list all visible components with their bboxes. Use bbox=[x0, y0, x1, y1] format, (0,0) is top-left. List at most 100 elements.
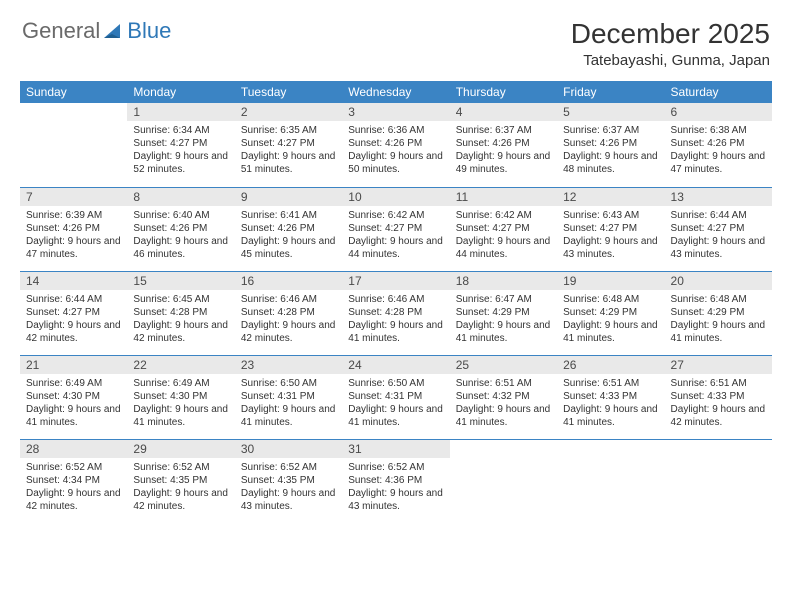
sunrise-line: Sunrise: 6:39 AM bbox=[26, 210, 102, 221]
calendar-day-cell: 16Sunrise: 6:46 AMSunset: 4:28 PMDayligh… bbox=[235, 271, 342, 355]
day-number: 13 bbox=[665, 188, 772, 206]
calendar-day-cell: 31Sunrise: 6:52 AMSunset: 4:36 PMDayligh… bbox=[342, 439, 449, 523]
sunset-line: Sunset: 4:32 PM bbox=[456, 391, 530, 402]
calendar-day-cell: 12Sunrise: 6:43 AMSunset: 4:27 PMDayligh… bbox=[557, 187, 664, 271]
sunset-line: Sunset: 4:27 PM bbox=[133, 138, 207, 149]
sunrise-line: Sunrise: 6:42 AM bbox=[456, 210, 532, 221]
day-header: Wednesday bbox=[342, 81, 449, 103]
calendar-day-cell: 8Sunrise: 6:40 AMSunset: 4:26 PMDaylight… bbox=[127, 187, 234, 271]
calendar-day-cell: 24Sunrise: 6:50 AMSunset: 4:31 PMDayligh… bbox=[342, 355, 449, 439]
day-details: Sunrise: 6:40 AMSunset: 4:26 PMDaylight:… bbox=[127, 206, 234, 265]
day-details: Sunrise: 6:44 AMSunset: 4:27 PMDaylight:… bbox=[665, 206, 772, 265]
daylight-line: Daylight: 9 hours and 41 minutes. bbox=[26, 404, 121, 428]
calendar-day-cell: 14Sunrise: 6:44 AMSunset: 4:27 PMDayligh… bbox=[20, 271, 127, 355]
sunset-line: Sunset: 4:27 PM bbox=[456, 223, 530, 234]
calendar-day-cell: 25Sunrise: 6:51 AMSunset: 4:32 PMDayligh… bbox=[450, 355, 557, 439]
day-number: 14 bbox=[20, 272, 127, 290]
day-number: 26 bbox=[557, 356, 664, 374]
day-header: Thursday bbox=[450, 81, 557, 103]
day-header: Sunday bbox=[20, 81, 127, 103]
sunrise-line: Sunrise: 6:43 AM bbox=[563, 210, 639, 221]
day-details: Sunrise: 6:46 AMSunset: 4:28 PMDaylight:… bbox=[342, 290, 449, 349]
day-number: 19 bbox=[557, 272, 664, 290]
day-header-row: Sunday Monday Tuesday Wednesday Thursday… bbox=[20, 81, 772, 103]
calendar-day-cell: 1Sunrise: 6:34 AMSunset: 4:27 PMDaylight… bbox=[127, 103, 234, 187]
daylight-line: Daylight: 9 hours and 50 minutes. bbox=[348, 151, 443, 175]
day-number: 6 bbox=[665, 103, 772, 121]
daylight-line: Daylight: 9 hours and 44 minutes. bbox=[456, 236, 551, 260]
day-details: Sunrise: 6:37 AMSunset: 4:26 PMDaylight:… bbox=[450, 121, 557, 180]
daylight-line: Daylight: 9 hours and 41 minutes. bbox=[563, 320, 658, 344]
day-details: Sunrise: 6:49 AMSunset: 4:30 PMDaylight:… bbox=[127, 374, 234, 433]
sunset-line: Sunset: 4:26 PM bbox=[133, 223, 207, 234]
sunset-line: Sunset: 4:34 PM bbox=[26, 475, 100, 486]
day-details: Sunrise: 6:52 AMSunset: 4:36 PMDaylight:… bbox=[342, 458, 449, 517]
sunset-line: Sunset: 4:26 PM bbox=[348, 138, 422, 149]
location-text: Tatebayashi, Gunma, Japan bbox=[571, 52, 770, 69]
calendar-week-row: . 1Sunrise: 6:34 AMSunset: 4:27 PMDaylig… bbox=[20, 103, 772, 187]
sunset-line: Sunset: 4:29 PM bbox=[671, 307, 745, 318]
sunrise-line: Sunrise: 6:44 AM bbox=[671, 210, 747, 221]
day-number: 27 bbox=[665, 356, 772, 374]
day-number: 17 bbox=[342, 272, 449, 290]
daylight-line: Daylight: 9 hours and 41 minutes. bbox=[456, 320, 551, 344]
sunset-line: Sunset: 4:26 PM bbox=[241, 223, 315, 234]
sunset-line: Sunset: 4:35 PM bbox=[133, 475, 207, 486]
day-details: Sunrise: 6:50 AMSunset: 4:31 PMDaylight:… bbox=[342, 374, 449, 433]
logo: General Blue bbox=[22, 18, 171, 44]
calendar-day-cell: 4Sunrise: 6:37 AMSunset: 4:26 PMDaylight… bbox=[450, 103, 557, 187]
sunset-line: Sunset: 4:26 PM bbox=[563, 138, 637, 149]
daylight-line: Daylight: 9 hours and 43 minutes. bbox=[348, 488, 443, 512]
calendar-week-row: 7 Sunrise: 6:39 AM Sunset: 4:26 PM Daylight… bbox=[20, 187, 772, 271]
logo-text-blue: Blue bbox=[127, 18, 171, 44]
day-number: 8 bbox=[127, 188, 234, 206]
day-details: Sunrise: 6:44 AMSunset: 4:27 PMDaylight:… bbox=[20, 290, 127, 349]
daylight-line: Daylight: 9 hours and 41 minutes. bbox=[348, 404, 443, 428]
day-details: Sunrise: 6:51 AMSunset: 4:33 PMDaylight:… bbox=[557, 374, 664, 433]
sunrise-line: Sunrise: 6:38 AM bbox=[671, 125, 747, 136]
day-details: Sunrise: 6:52 AMSunset: 4:34 PMDaylight:… bbox=[20, 458, 127, 517]
sunrise-line: Sunrise: 6:47 AM bbox=[456, 294, 532, 305]
calendar-table: Sunday Monday Tuesday Wednesday Thursday… bbox=[20, 81, 772, 523]
calendar-day-cell: 19Sunrise: 6:48 AMSunset: 4:29 PMDayligh… bbox=[557, 271, 664, 355]
sunset-line: Sunset: 4:31 PM bbox=[241, 391, 315, 402]
sunset-line: Sunset: 4:28 PM bbox=[241, 307, 315, 318]
daylight-line: Daylight: 9 hours and 46 minutes. bbox=[133, 236, 228, 260]
sunset-line: Sunset: 4:27 PM bbox=[241, 138, 315, 149]
day-number: 20 bbox=[665, 272, 772, 290]
day-details: Sunrise: 6:45 AMSunset: 4:28 PMDaylight:… bbox=[127, 290, 234, 349]
day-number: 11 bbox=[450, 188, 557, 206]
day-number: 23 bbox=[235, 356, 342, 374]
day-details: Sunrise: 6:34 AMSunset: 4:27 PMDaylight:… bbox=[127, 121, 234, 180]
calendar-day-cell: 17Sunrise: 6:46 AMSunset: 4:28 PMDayligh… bbox=[342, 271, 449, 355]
sunrise-line: Sunrise: 6:44 AM bbox=[26, 294, 102, 305]
daylight-line: Daylight: 9 hours and 42 minutes. bbox=[671, 404, 766, 428]
daylight-line: Daylight: 9 hours and 52 minutes. bbox=[133, 151, 228, 175]
month-title: December 2025 bbox=[571, 18, 770, 50]
day-details: Sunrise: 6:41 AMSunset: 4:26 PMDaylight:… bbox=[235, 206, 342, 265]
calendar-day-cell: 5Sunrise: 6:37 AMSunset: 4:26 PMDaylight… bbox=[557, 103, 664, 187]
calendar-day-cell: 23Sunrise: 6:50 AMSunset: 4:31 PMDayligh… bbox=[235, 355, 342, 439]
calendar-day-cell: 13Sunrise: 6:44 AMSunset: 4:27 PMDayligh… bbox=[665, 187, 772, 271]
sunset-line: Sunset: 4:27 PM bbox=[348, 223, 422, 234]
sunset-line: Sunset: 4:33 PM bbox=[671, 391, 745, 402]
day-number: 22 bbox=[127, 356, 234, 374]
daylight-line: Daylight: 9 hours and 45 minutes. bbox=[241, 236, 336, 260]
daylight-line: Daylight: 9 hours and 42 minutes. bbox=[26, 488, 121, 512]
sunset-line: Sunset: 4:29 PM bbox=[563, 307, 637, 318]
day-number: 9 bbox=[235, 188, 342, 206]
day-number: 7 bbox=[20, 188, 127, 206]
daylight-line: Daylight: 9 hours and 47 minutes. bbox=[671, 151, 766, 175]
daylight-line: Daylight: 9 hours and 41 minutes. bbox=[241, 404, 336, 428]
calendar-day-cell: 6Sunrise: 6:38 AMSunset: 4:26 PMDaylight… bbox=[665, 103, 772, 187]
day-number: 3 bbox=[342, 103, 449, 121]
day-details: Sunrise: 6:42 AMSunset: 4:27 PMDaylight:… bbox=[342, 206, 449, 265]
daylight-line: Daylight: 9 hours and 42 minutes. bbox=[241, 320, 336, 344]
calendar-week-row: 21Sunrise: 6:49 AMSunset: 4:30 PMDayligh… bbox=[20, 355, 772, 439]
sunrise-line: Sunrise: 6:36 AM bbox=[348, 125, 424, 136]
calendar-day-cell: 2Sunrise: 6:35 AMSunset: 4:27 PMDaylight… bbox=[235, 103, 342, 187]
calendar-day-cell: 26Sunrise: 6:51 AMSunset: 4:33 PMDayligh… bbox=[557, 355, 664, 439]
sunrise-line: Sunrise: 6:49 AM bbox=[26, 378, 102, 389]
day-number: 5 bbox=[557, 103, 664, 121]
logo-sail-icon bbox=[102, 21, 124, 41]
